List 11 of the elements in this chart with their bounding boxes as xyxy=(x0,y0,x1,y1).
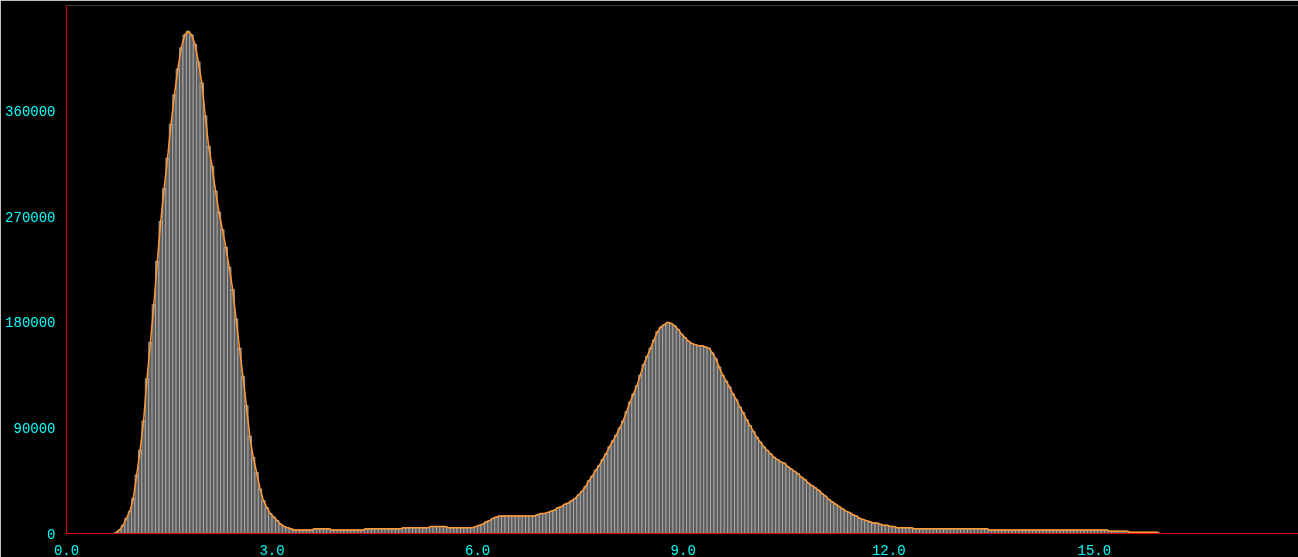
y-tick-label: 180000 xyxy=(5,315,56,332)
x-tick-label: 0.0 xyxy=(53,542,80,557)
y-tick-label: 90000 xyxy=(13,420,56,437)
y-tick-label: 360000 xyxy=(5,104,56,121)
y-tick-label: 0 xyxy=(47,526,56,543)
x-tick-label: 12.0 xyxy=(871,542,906,557)
x-tick-label: 9.0 xyxy=(670,542,696,557)
x-tick-label: 3.0 xyxy=(259,542,285,557)
y-tick-label: 270000 xyxy=(5,209,56,226)
x-tick-label: 15.0 xyxy=(1077,542,1112,557)
x-tick-label: 6.0 xyxy=(465,542,491,557)
